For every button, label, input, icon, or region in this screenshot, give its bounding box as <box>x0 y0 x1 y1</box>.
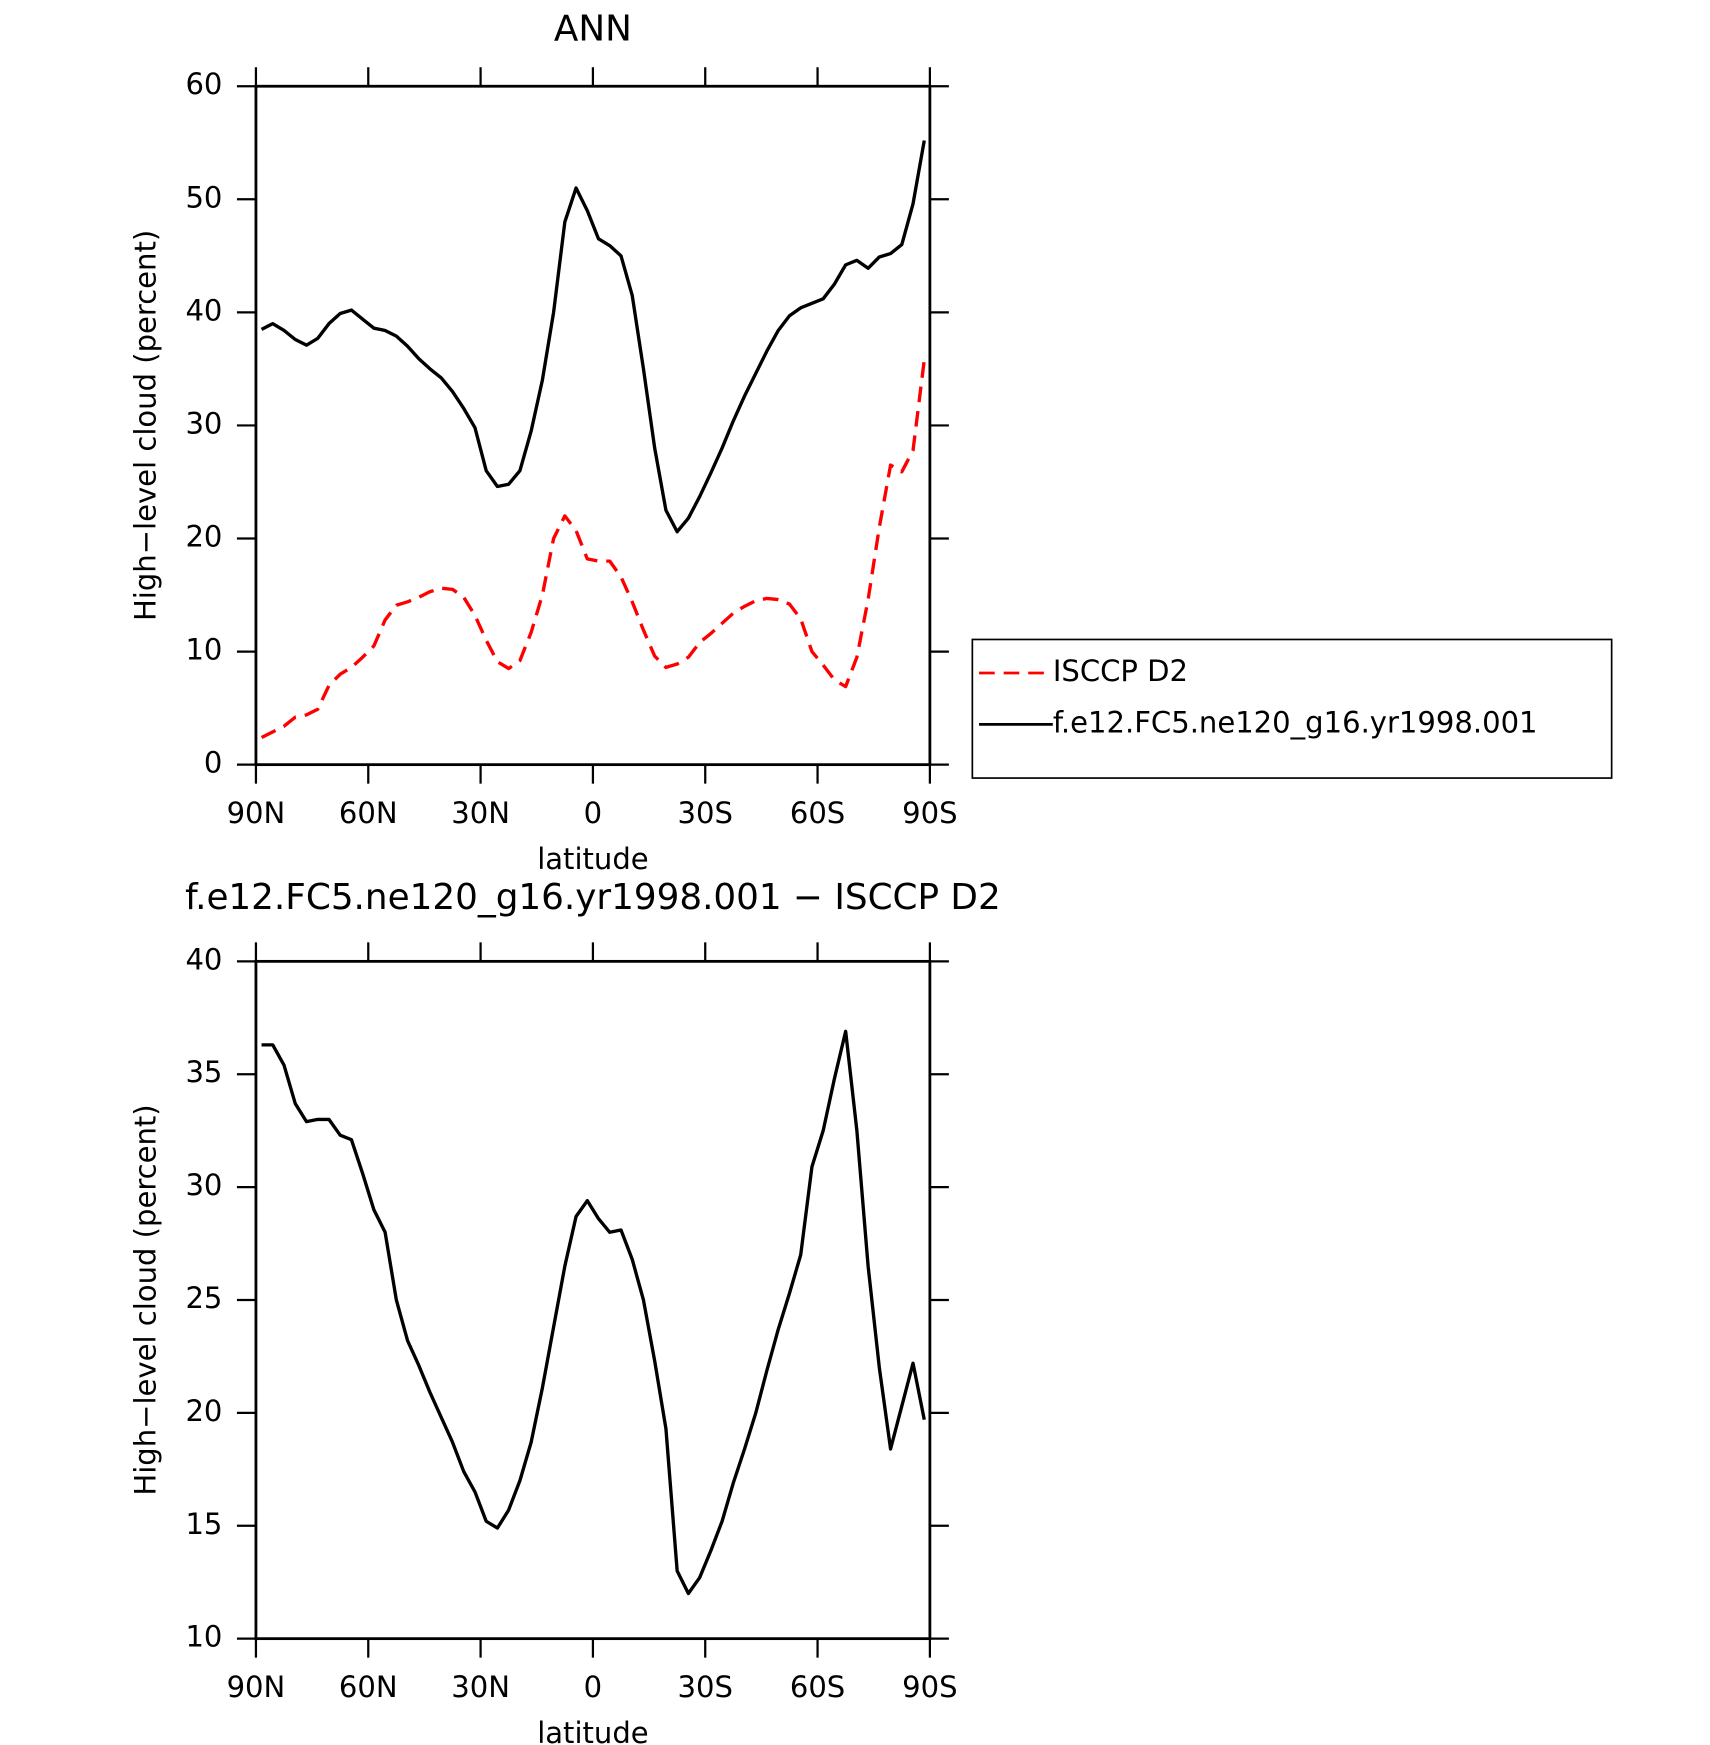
y-tick-label: 35 <box>185 1055 222 1089</box>
y-tick-label: 0 <box>204 746 222 780</box>
x-tick-label: 60S <box>790 1670 845 1704</box>
plot-frame <box>254 959 932 1641</box>
y-tick-label: 25 <box>185 1281 222 1315</box>
y-tick-label: 40 <box>185 942 222 976</box>
plot-frame <box>254 84 932 767</box>
y-tick-label: 30 <box>185 406 222 440</box>
x-tick-label: 30N <box>451 796 510 830</box>
y-tick-label: 30 <box>185 1168 222 1202</box>
x-tick-label: 0 <box>584 796 602 830</box>
legend-box <box>971 638 1613 779</box>
legend-label: ISCCP D2 <box>1053 654 1188 688</box>
x-tick-label: 60N <box>339 1670 398 1704</box>
legend-label: f.e12.FC5.ne120_g16.yr1998.001 <box>1053 705 1538 739</box>
y-tick-label: 10 <box>185 633 222 667</box>
x-axis-label: latitude <box>537 842 648 876</box>
x-tick-label: 90S <box>902 1670 957 1704</box>
y-tick-label: 40 <box>185 293 222 327</box>
chart-title: f.e12.FC5.ne120_g16.yr1998.001 − ISCCP D… <box>185 877 1001 918</box>
x-axis-label: latitude <box>537 1716 648 1745</box>
y-tick-label: 60 <box>185 67 222 101</box>
chart-title: ANN <box>554 8 632 49</box>
x-tick-label: 60N <box>339 796 398 830</box>
x-tick-label: 90S <box>902 796 957 830</box>
x-tick-label: 30S <box>678 1670 733 1704</box>
x-tick-label: 0 <box>584 1670 602 1704</box>
x-tick-label: 30N <box>451 1670 510 1704</box>
y-tick-label: 20 <box>185 520 222 554</box>
data-line <box>261 1029 926 1596</box>
y-axis-label: High−level cloud (percent) <box>129 230 163 621</box>
data-line <box>260 140 926 534</box>
x-tick-label: 90N <box>227 796 286 830</box>
y-tick-label: 15 <box>185 1507 222 1541</box>
data-line <box>260 359 926 740</box>
y-tick-label: 50 <box>185 180 222 214</box>
y-tick-label: 10 <box>185 1620 222 1654</box>
y-axis-label: High−level cloud (percent) <box>129 1104 163 1495</box>
x-tick-label: 90N <box>227 1670 286 1704</box>
x-tick-label: 60S <box>790 796 845 830</box>
x-tick-label: 30S <box>678 796 733 830</box>
y-tick-label: 20 <box>185 1394 222 1428</box>
